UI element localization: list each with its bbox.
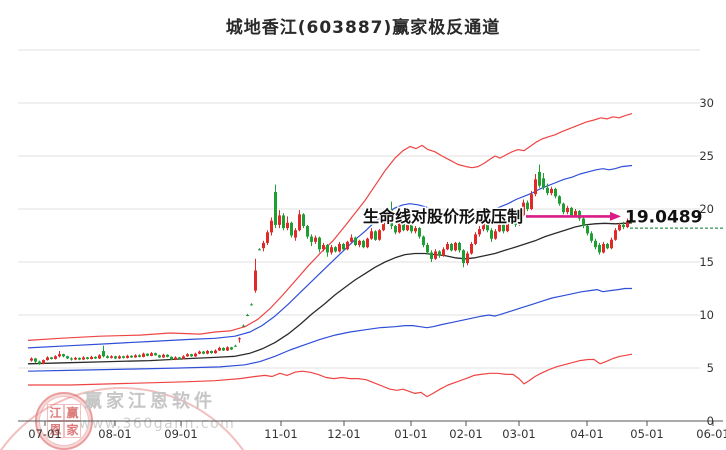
x-axis-tick-label: 04-01 [570,427,603,441]
channel-lines [27,113,633,398]
upper-red-line [27,113,633,341]
y-axis-tick-label: 10 [699,308,714,322]
upper-blue-line [27,164,633,349]
candlestick-series [30,164,633,365]
x-axis-tick-label: 11-01 [264,427,297,441]
x-axis-tick-label: 12-01 [327,427,360,441]
x-axis-tick-label: 02-01 [449,427,482,441]
pressure-annotation: 生命线对股价形成压制 19.0489 [361,205,702,227]
annotation-text: 生命线对股价形成压制 [363,207,523,226]
y-axis-tick-label: 15 [699,255,714,269]
life-line-line [27,222,633,365]
x-axis-tick-label: 07-01 [28,427,61,441]
x-axis-tick-label: 03-01 [502,427,535,441]
annotation-value-label: 19.0489 [625,207,702,227]
x-axis-tick-label: 05-01 [630,427,663,441]
y-axis-tick-label: 30 [699,96,714,110]
x-axis: 07-01 08-01 09-01 11-01 12-01 01-01 02-01 03-01… [18,420,726,441]
y-axis-tick-label: 20 [699,202,714,216]
y-axis-tick-label: 5 [707,361,714,375]
lower-blue-line [27,287,632,372]
page-title: 城地香江(603887)赢家极反通道 [225,18,501,38]
watermark-brand-text: 赢家江恩软件 [84,391,216,412]
x-axis-tick-label: 06-01 [696,427,726,441]
x-axis-tick-label: 08-01 [98,427,131,441]
grid-lines [18,49,700,369]
annotation-arrow-head [610,211,621,221]
y-axis-tick-label: 25 [699,149,714,163]
watermark-url-text: www.360gann.com [79,416,236,432]
x-axis-tick-label: 09-01 [164,427,197,441]
y-axis-tick-label: 0 [707,414,714,428]
x-axis-tick-label: 01-01 [394,427,427,441]
y-axis-labels: 30 25 20 15 10 5 0 [699,96,714,428]
lower-red-line [28,353,633,398]
